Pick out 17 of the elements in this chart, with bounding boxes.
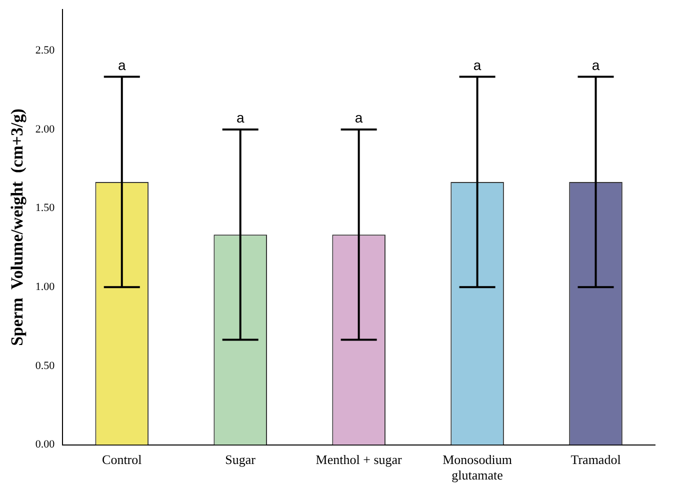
annotation: a xyxy=(236,109,244,126)
y-axis-title: Sperm Volume/weight (cm+3/g) xyxy=(8,108,27,346)
y-tick-label: 2.00 xyxy=(35,123,56,136)
x-tick-label: Menthol + sugar xyxy=(316,452,403,468)
y-tick-label: 0.00 xyxy=(35,438,56,451)
y-tick-label: 1.00 xyxy=(35,281,56,294)
y-tick-label: 0.50 xyxy=(35,360,56,372)
annotation: a xyxy=(473,56,482,73)
annotation: a xyxy=(118,56,126,73)
x-tick-label: Monosodium glutamate xyxy=(442,452,512,483)
annotation: a xyxy=(592,56,600,73)
y-tick-label: 2.50 xyxy=(35,44,56,56)
x-tick-label: Tramadol xyxy=(570,452,622,468)
y-tick-label: 1.50 xyxy=(35,202,56,214)
x-tick-label: Sugar xyxy=(225,452,256,468)
x-tick-label: Control xyxy=(102,452,142,468)
annotation: a xyxy=(354,109,363,126)
